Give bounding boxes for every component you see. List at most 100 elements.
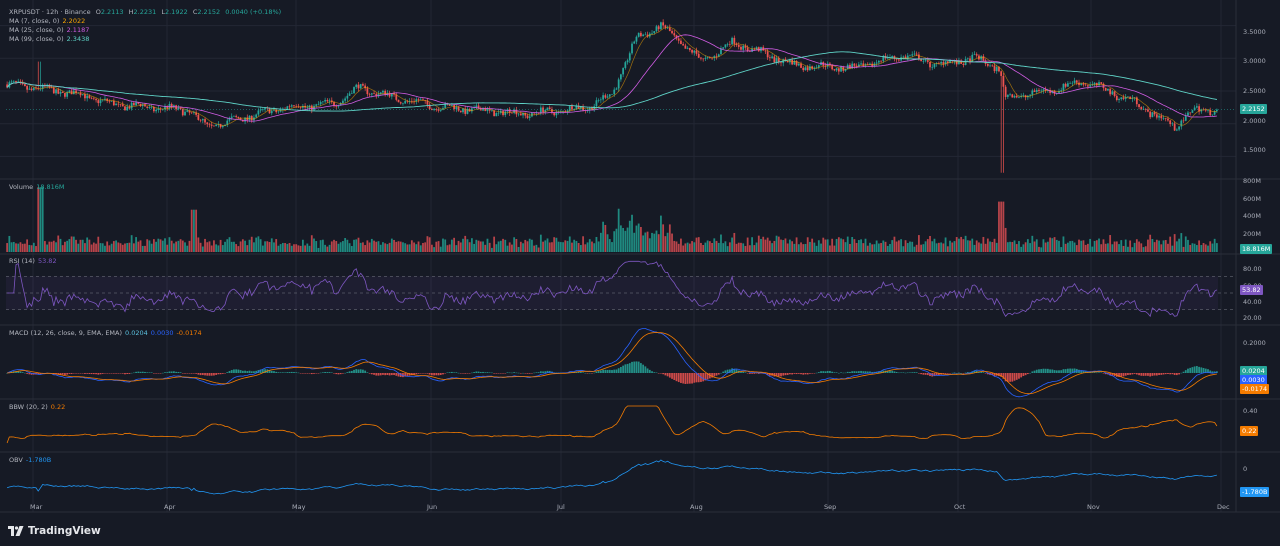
- macd-histogram-bar: [66, 373, 69, 375]
- volume-bar: [299, 245, 302, 252]
- macd-histogram-bar: [531, 373, 533, 374]
- price-tick: 2.5000: [1243, 87, 1266, 95]
- ma25-legend[interactable]: MA (25, close, 0) 2.1187: [9, 26, 90, 34]
- candle-body: [513, 109, 516, 113]
- volume-bar: [37, 187, 40, 252]
- volume-bar: [488, 242, 491, 252]
- candle-body: [539, 107, 542, 114]
- volume-legend[interactable]: Volume 18.816M: [9, 183, 65, 191]
- macd-histogram-bar: [1215, 371, 1218, 373]
- rsi-legend[interactable]: RSI (14) 53.82: [9, 257, 57, 265]
- volume-bar: [713, 238, 716, 252]
- candle-body: [1020, 96, 1023, 97]
- volume-bar: [79, 239, 82, 252]
- macd-histogram-bar: [57, 373, 60, 375]
- x-tick-label: Aug: [690, 503, 703, 511]
- candle-body: [428, 104, 431, 109]
- macd-histogram-bar: [522, 372, 524, 374]
- volume-bar: [797, 244, 800, 252]
- volume-bar: [802, 244, 805, 252]
- macd-histogram-bar: [471, 372, 473, 374]
- ma7-legend[interactable]: MA (7, close, 0) 2.2022: [9, 17, 86, 25]
- volume-bar: [248, 239, 251, 252]
- volume-bar: [664, 236, 667, 252]
- candle-body: [677, 38, 680, 41]
- ma99-value: 2.3438: [66, 35, 90, 43]
- candle-body: [793, 60, 796, 65]
- macd-histogram-bar: [1142, 373, 1145, 376]
- volume-bar: [190, 209, 193, 252]
- volume-bar: [264, 241, 266, 252]
- volume-bar: [918, 235, 920, 252]
- volume-bar: [1053, 237, 1056, 252]
- macd-histogram-bar: [991, 373, 994, 376]
- volume-bar: [662, 224, 665, 252]
- candle-body: [1042, 89, 1045, 91]
- candle-body: [611, 94, 613, 95]
- candle-body: [906, 55, 909, 59]
- macd-histogram-bar: [889, 370, 891, 373]
- volume-bar: [1213, 238, 1216, 252]
- volume-bar: [938, 242, 940, 252]
- candle-body: [1149, 111, 1152, 118]
- macd-histogram-bar: [886, 370, 889, 373]
- candle-body: [1109, 88, 1112, 95]
- candle-body: [141, 104, 144, 107]
- macd-histogram-bar: [553, 372, 556, 374]
- macd-histogram-bar: [675, 373, 678, 382]
- macd-histogram-bar: [95, 373, 97, 375]
- candle-body: [544, 109, 547, 113]
- brand-logo[interactable]: TradingView: [8, 525, 101, 537]
- candle-body: [1022, 95, 1025, 97]
- macd-histogram-bar: [439, 373, 442, 376]
- volume-bar: [924, 241, 927, 252]
- macd-histogram-bar: [475, 371, 478, 373]
- candle-body: [1135, 97, 1138, 105]
- obv-legend[interactable]: OBV -1.780B: [9, 456, 52, 464]
- candle-body: [230, 116, 233, 118]
- volume-bar: [573, 239, 576, 252]
- moving-average-lines: [6, 26, 1236, 126]
- volume-bar: [157, 238, 160, 252]
- candle-body: [786, 60, 789, 63]
- volume-bar: [648, 238, 651, 252]
- ma99-legend[interactable]: MA (99, close, 0) 2.3438: [9, 35, 90, 43]
- candle-body: [626, 60, 629, 63]
- bbw-legend[interactable]: BBW (20, 2) 0.22: [9, 403, 66, 411]
- macd-histogram-bar: [137, 371, 140, 373]
- volume-bar: [806, 237, 809, 252]
- volume-bar: [728, 242, 731, 252]
- macd-histogram-bar: [935, 373, 938, 376]
- volume-tag: 18.816M: [1240, 244, 1273, 254]
- candle-body: [495, 113, 498, 117]
- candle-body: [855, 65, 858, 67]
- chart-canvas[interactable]: [0, 0, 1280, 520]
- volume-bar: [862, 243, 865, 252]
- volume-bar: [1038, 246, 1040, 252]
- candle-body: [1115, 95, 1118, 101]
- volume-bar: [375, 241, 378, 252]
- candle-body: [1013, 95, 1016, 98]
- candle-body: [973, 54, 976, 55]
- macd-histogram-bar: [359, 369, 362, 373]
- macd-legend[interactable]: MACD (12, 26, close, 9, EMA, EMA) 0.0204 0…: [9, 329, 202, 337]
- candle-body: [1191, 110, 1194, 113]
- volume-bar: [88, 239, 91, 252]
- candle-body: [277, 111, 280, 113]
- volume-bar: [77, 243, 80, 252]
- macd-histogram-bar: [270, 370, 273, 373]
- macd-histogram-bar: [1162, 373, 1165, 375]
- candle-body: [117, 103, 120, 105]
- macd-histogram-bar: [61, 373, 64, 375]
- volume-bar: [971, 238, 974, 252]
- candle-body: [586, 110, 589, 112]
- macd-histogram-bar: [833, 372, 836, 373]
- volume-bar: [1171, 245, 1174, 252]
- macd-histogram-bar: [1169, 373, 1172, 375]
- volume-bar: [666, 232, 669, 252]
- volume-bar: [1018, 241, 1020, 252]
- macd-histogram-bar: [1140, 373, 1143, 376]
- candle-body: [410, 100, 413, 102]
- volume-bar: [791, 241, 794, 252]
- volume-bar: [39, 187, 42, 252]
